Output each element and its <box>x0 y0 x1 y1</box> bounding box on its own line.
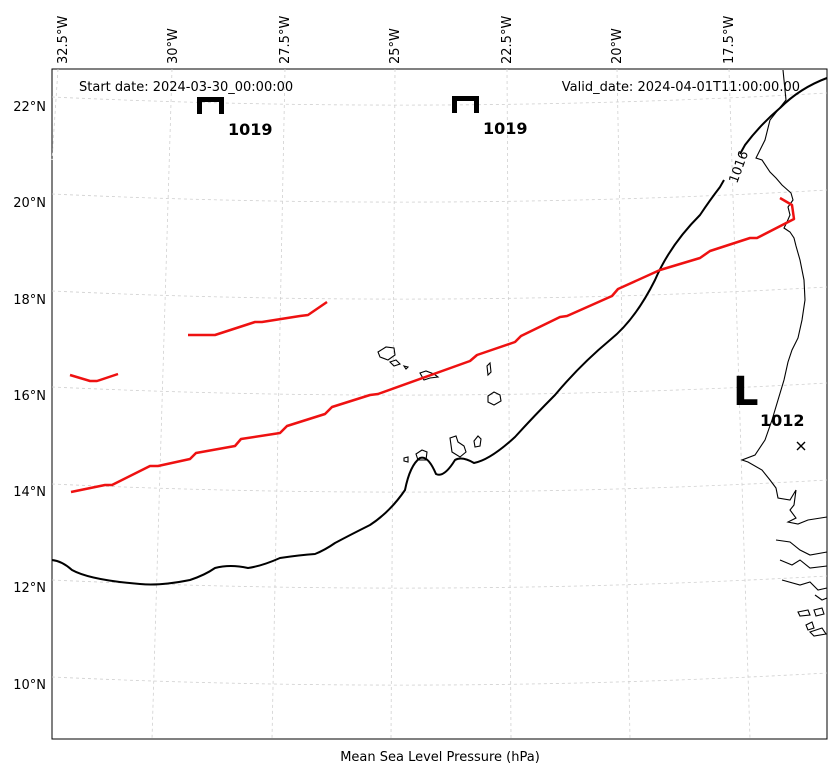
low-center: L 1012 <box>733 369 806 451</box>
isobar-1016 <box>51 77 828 586</box>
coastlines <box>377 69 828 637</box>
x-tick-label: 22.5°W <box>500 16 515 64</box>
x-tick-label: 20°W <box>610 28 625 64</box>
low-symbol-icon: L <box>733 369 759 415</box>
y-tick-label: 10°N <box>13 678 46 693</box>
x-tick-labels: 32.5°W 30°W 27.5°W 25°W 22.5°W 20°W 17.5… <box>56 16 737 64</box>
x-tick-label: 32.5°W <box>56 16 71 64</box>
high-symbol-icon <box>197 97 224 114</box>
high-pressure-value: 1019 <box>483 119 528 138</box>
island <box>403 456 409 463</box>
island <box>377 346 396 361</box>
front-segment <box>188 300 328 337</box>
high-center-2: 1019 <box>452 96 528 138</box>
island <box>402 365 410 370</box>
y-tick-label: 20°N <box>13 196 46 211</box>
valid-date-label: Valid_date: 2024-04-01T11:00:00.00 <box>562 80 800 95</box>
y-tick-label: 16°N <box>13 389 46 404</box>
africa-coastline <box>740 69 828 525</box>
map-frame <box>51 68 828 740</box>
start-date-label: Start date: 2024-03-30_00:00:00 <box>79 80 293 95</box>
island <box>473 435 482 448</box>
x-tick-label: 17.5°W <box>722 16 737 64</box>
x-tick-label: 27.5°W <box>278 16 293 64</box>
high-center-1: 1019 <box>197 97 273 139</box>
x-axis-label: Mean Sea Level Pressure (hPa) <box>340 750 540 765</box>
y-tick-labels: 22°N 20°N 18°N 16°N 14°N 12°N 10°N <box>13 100 46 693</box>
island <box>487 391 502 406</box>
y-tick-label: 14°N <box>13 485 46 500</box>
x-tick-label: 30°W <box>166 28 181 64</box>
high-pressure-value: 1019 <box>228 120 273 139</box>
low-center-cross-icon <box>796 441 806 451</box>
x-tick-label: 25°W <box>388 28 403 64</box>
island <box>388 359 402 367</box>
y-tick-label: 12°N <box>13 581 46 596</box>
island <box>449 435 467 458</box>
fronts <box>69 196 796 494</box>
y-tick-label: 22°N <box>13 100 46 115</box>
front-segment <box>69 372 119 383</box>
island <box>486 361 492 377</box>
low-pressure-value: 1012 <box>760 411 805 430</box>
front-main <box>70 196 796 494</box>
y-tick-label: 18°N <box>13 293 46 308</box>
island <box>419 370 440 381</box>
high-symbol-icon <box>452 96 479 113</box>
